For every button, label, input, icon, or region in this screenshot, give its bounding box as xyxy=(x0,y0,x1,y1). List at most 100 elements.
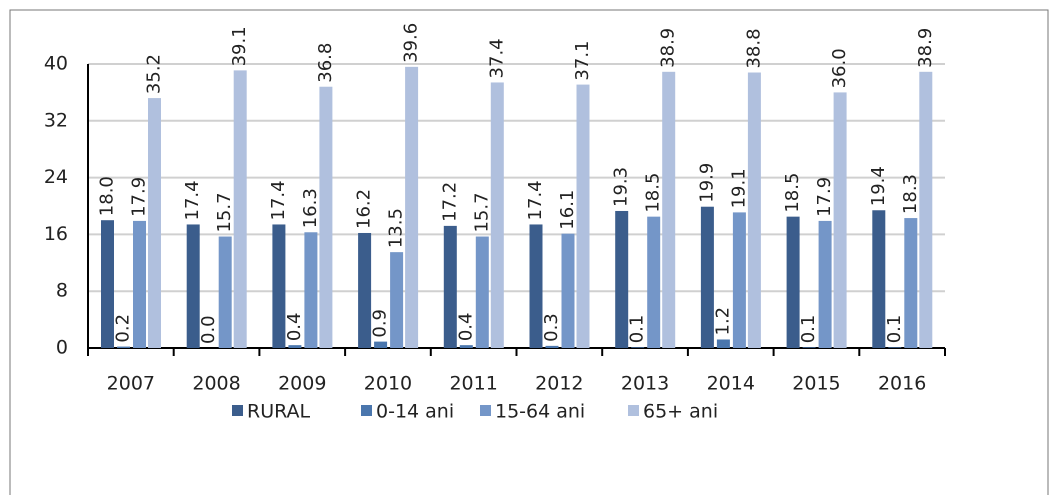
value-label: 15.7 xyxy=(214,192,235,232)
x-tick-label: 2008 xyxy=(192,373,240,395)
bar xyxy=(218,236,232,348)
value-label: 35.2 xyxy=(144,54,165,94)
legend-label: 15-64 ani xyxy=(495,401,585,423)
value-label: 0.9 xyxy=(370,309,391,338)
bar xyxy=(662,71,676,348)
value-label: 18.3 xyxy=(900,174,921,214)
bar xyxy=(272,224,286,348)
legend-swatch xyxy=(232,405,243,416)
value-label: 1.2 xyxy=(712,307,733,336)
x-tick-label: 2007 xyxy=(107,373,155,395)
value-label: 0.4 xyxy=(455,313,476,342)
value-label: 38.9 xyxy=(915,28,936,68)
bar xyxy=(576,84,590,348)
legend-swatch xyxy=(628,405,639,416)
value-label: 16.2 xyxy=(354,189,375,229)
x-tick-label: 2013 xyxy=(621,373,669,395)
bar xyxy=(101,220,114,348)
value-label: 39.1 xyxy=(229,26,250,66)
value-label: 36.8 xyxy=(315,43,336,83)
value-label: 0.1 xyxy=(627,315,648,344)
value-label: 36.0 xyxy=(829,48,850,88)
legend-label: 0-14 ani xyxy=(376,401,454,423)
x-tick-label: 2011 xyxy=(449,373,497,395)
value-label: 16.3 xyxy=(300,188,321,228)
x-tick-label: 2010 xyxy=(364,373,412,395)
value-label: 19.1 xyxy=(728,168,749,208)
chart-frame xyxy=(9,9,1049,495)
bar xyxy=(786,216,800,348)
x-tick-label: 2009 xyxy=(278,373,326,395)
bar xyxy=(405,66,419,348)
x-tick-label: 2015 xyxy=(792,373,840,395)
bar xyxy=(233,70,247,348)
value-label: 38.8 xyxy=(743,28,764,68)
y-tick-label: 32 xyxy=(44,109,68,131)
legend-label: 65+ ani xyxy=(643,401,718,423)
y-tick-label: 40 xyxy=(44,53,68,75)
value-label: 13.5 xyxy=(386,208,407,248)
bar xyxy=(904,218,918,348)
bar xyxy=(872,210,886,348)
y-tick-label: 0 xyxy=(56,337,68,359)
bar xyxy=(919,71,933,348)
value-label: 0.1 xyxy=(884,315,905,344)
y-tick-label: 16 xyxy=(44,223,68,245)
bar xyxy=(117,346,130,348)
value-label: 17.9 xyxy=(814,177,835,217)
value-label: 19.9 xyxy=(696,163,717,203)
value-label: 17.4 xyxy=(525,180,546,220)
value-label: 19.3 xyxy=(611,167,632,207)
value-label: 37.1 xyxy=(572,41,593,81)
value-label: 19.4 xyxy=(868,166,889,206)
bar xyxy=(443,225,457,348)
bar xyxy=(288,345,302,348)
bar xyxy=(700,206,714,348)
bar xyxy=(545,345,559,348)
bar xyxy=(186,224,200,348)
bar xyxy=(818,220,832,348)
value-label: 17.2 xyxy=(439,182,460,222)
legend-swatch xyxy=(480,405,491,416)
bar xyxy=(358,232,372,348)
bar xyxy=(888,347,902,348)
value-label: 39.6 xyxy=(401,23,422,63)
value-label: 16.1 xyxy=(557,190,578,230)
bar xyxy=(459,345,473,348)
value-label: 18.5 xyxy=(782,173,803,213)
value-label: 37.4 xyxy=(486,38,507,78)
value-label: 0.3 xyxy=(541,313,562,342)
value-label: 18.0 xyxy=(97,176,118,216)
bar xyxy=(390,252,404,348)
value-label: 18.5 xyxy=(643,173,664,213)
value-label: 0.2 xyxy=(113,314,134,343)
x-tick-label: 2016 xyxy=(878,373,926,395)
value-label: 17.4 xyxy=(268,180,289,220)
bar xyxy=(631,347,645,348)
value-label: 0.0 xyxy=(198,315,219,344)
value-label: 17.4 xyxy=(182,180,203,220)
value-label: 17.9 xyxy=(129,177,150,217)
bar xyxy=(747,72,761,349)
bar xyxy=(319,86,333,348)
value-label: 15.7 xyxy=(471,192,492,232)
y-tick-label: 24 xyxy=(44,166,68,188)
bar xyxy=(490,82,504,349)
value-label: 38.9 xyxy=(658,28,679,68)
bar xyxy=(304,232,318,348)
legend-swatch xyxy=(361,405,372,416)
bar xyxy=(647,216,661,348)
bar xyxy=(529,224,543,348)
value-label: 0.4 xyxy=(284,313,305,342)
bar xyxy=(133,220,146,348)
value-label: 0.1 xyxy=(798,315,819,344)
legend-label: RURAL xyxy=(247,401,311,423)
bar xyxy=(561,233,575,348)
bar xyxy=(802,347,816,348)
y-tick-label: 8 xyxy=(56,280,68,302)
bar xyxy=(716,339,730,348)
bar xyxy=(833,92,847,349)
x-tick-label: 2012 xyxy=(535,373,583,395)
bar xyxy=(374,341,388,348)
